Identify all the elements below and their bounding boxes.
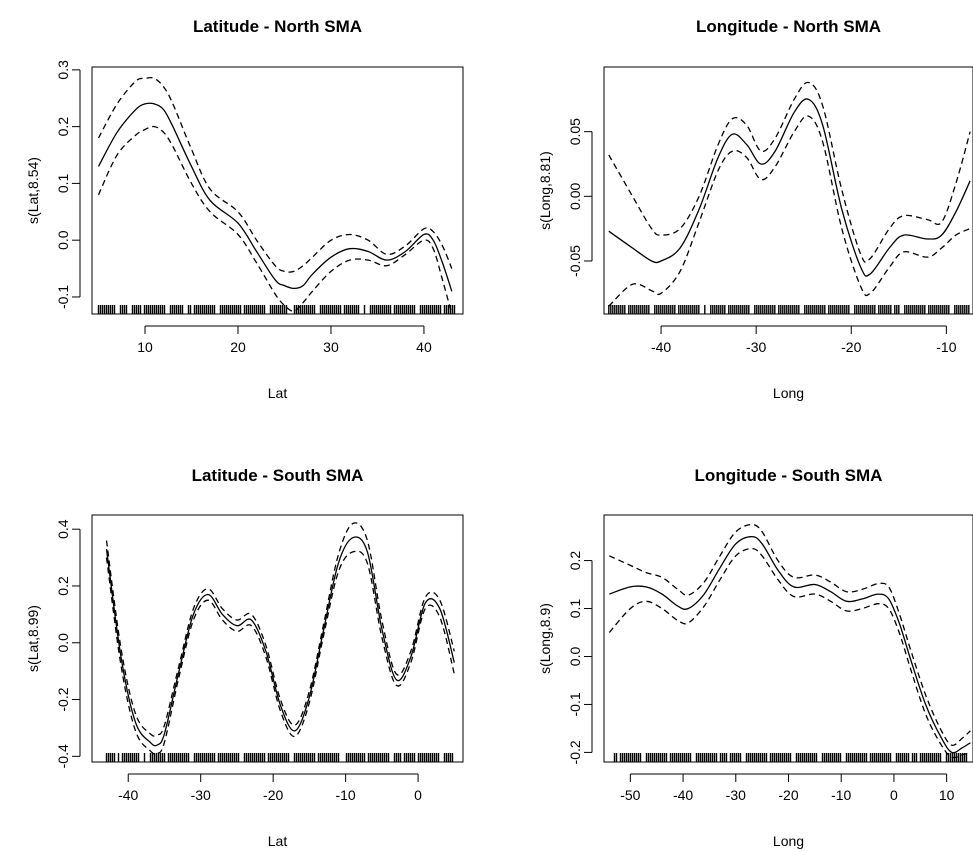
y-tick-label: 0.3 bbox=[55, 60, 71, 80]
y-tick-label: 0.0 bbox=[55, 230, 71, 250]
fit-curve bbox=[608, 98, 971, 277]
rug-ticks bbox=[608, 305, 970, 314]
y-tick-label: -0.4 bbox=[55, 744, 71, 768]
y-tick-label: 0.05 bbox=[567, 118, 583, 145]
fit-curve bbox=[105, 536, 455, 747]
x-tick-label: -20 bbox=[841, 339, 861, 355]
panel-long-south: Longitude - South SMA Long s(Long,8.9) -50 -… bbox=[537, 466, 973, 849]
y-tick-label: 0.00 bbox=[567, 182, 583, 209]
y-tick-label: -0.2 bbox=[55, 687, 71, 711]
chart-title: Longitude - North SMA bbox=[696, 17, 881, 36]
y-tick-label: -0.1 bbox=[567, 692, 583, 716]
rug-ticks bbox=[105, 753, 454, 762]
x-tick-label: -50 bbox=[620, 787, 640, 803]
rug bbox=[97, 305, 456, 314]
x-tick-label: -10 bbox=[936, 339, 956, 355]
y-tick-label: 0.1 bbox=[567, 599, 583, 619]
x-tick-label: -20 bbox=[263, 787, 283, 803]
plot-frame bbox=[603, 514, 973, 763]
x-tick-label: 0 bbox=[414, 787, 422, 803]
plot-frame bbox=[91, 514, 464, 763]
y-tick-label: -0.05 bbox=[567, 245, 583, 277]
y-tick-label: -0.2 bbox=[567, 740, 583, 764]
y-tick-label: 0.2 bbox=[567, 551, 583, 571]
y-axis-label: s(Long,8.81) bbox=[537, 151, 553, 230]
y-tick-label: 0.0 bbox=[55, 633, 71, 653]
x-axis-label: Lat bbox=[268, 385, 288, 401]
rug-ticks bbox=[97, 305, 456, 314]
rug-ticks bbox=[613, 753, 968, 762]
upper-band-curve bbox=[608, 81, 971, 263]
plot-frame bbox=[603, 66, 973, 315]
x-tick-label: 30 bbox=[323, 339, 339, 355]
rug bbox=[613, 753, 968, 762]
y-tick-label: 0.0 bbox=[567, 647, 583, 667]
x-axis-label: Long bbox=[773, 385, 804, 401]
fit-curve bbox=[97, 102, 453, 292]
y-tick-label: 0.2 bbox=[55, 576, 71, 596]
upper-band-curve bbox=[97, 76, 453, 273]
x-tick-label: -40 bbox=[651, 339, 671, 355]
panel-long-north: Longitude - North SMA Long s(Long,8.81) -40… bbox=[537, 17, 973, 401]
x-tick-label: -40 bbox=[673, 787, 693, 803]
y-axis-label: s(Lat,8.99) bbox=[25, 605, 41, 672]
curves bbox=[97, 76, 453, 314]
rug bbox=[608, 305, 970, 314]
y-tick-label: 0.2 bbox=[55, 117, 71, 137]
chart-title: Longitude - South SMA bbox=[695, 466, 883, 485]
x-tick-label: -30 bbox=[746, 339, 766, 355]
y-tick-label: 0.4 bbox=[55, 519, 71, 539]
lower-band-curve bbox=[608, 547, 971, 759]
lower-band-curve bbox=[105, 550, 455, 755]
lower-band-curve bbox=[608, 115, 971, 307]
lower-band-curve bbox=[97, 125, 453, 314]
upper-band-curve bbox=[105, 522, 455, 737]
x-tick-label: -30 bbox=[726, 787, 746, 803]
x-tick-label: -10 bbox=[831, 787, 851, 803]
upper-band-curve bbox=[609, 523, 971, 746]
x-tick-label: -40 bbox=[118, 787, 138, 803]
curves bbox=[105, 522, 455, 755]
x-tick-label: 0 bbox=[890, 787, 898, 803]
x-axis-label: Lat bbox=[268, 833, 288, 849]
y-tick-label: 0.1 bbox=[55, 173, 71, 193]
x-tick-label: -10 bbox=[335, 787, 355, 803]
x-tick-label: -20 bbox=[778, 787, 798, 803]
fit-curve bbox=[609, 535, 971, 754]
panel-lat-north: Latitude - North SMA Lat s(Lat,8.54) 10 20 30… bbox=[25, 17, 464, 401]
curves bbox=[608, 523, 971, 759]
y-axis-label: s(Long,8.9) bbox=[537, 603, 553, 674]
plot-frame bbox=[91, 66, 464, 315]
chart-title: Latitude - South SMA bbox=[192, 466, 364, 485]
y-axis-label: s(Lat,8.54) bbox=[25, 157, 41, 224]
curves bbox=[608, 81, 971, 307]
x-tick-label: -30 bbox=[191, 787, 211, 803]
panel-lat-south: Latitude - South SMA Lat s(Lat,8.99) -40 -30… bbox=[25, 466, 464, 849]
chart-title: Latitude - North SMA bbox=[193, 17, 362, 36]
x-tick-label: 10 bbox=[939, 787, 955, 803]
x-tick-label: 20 bbox=[230, 339, 246, 355]
x-tick-label: 40 bbox=[416, 339, 432, 355]
y-tick-label: -0.1 bbox=[55, 285, 71, 309]
rug bbox=[105, 753, 454, 762]
x-axis-label: Long bbox=[773, 833, 804, 849]
x-tick-label: 10 bbox=[137, 339, 153, 355]
